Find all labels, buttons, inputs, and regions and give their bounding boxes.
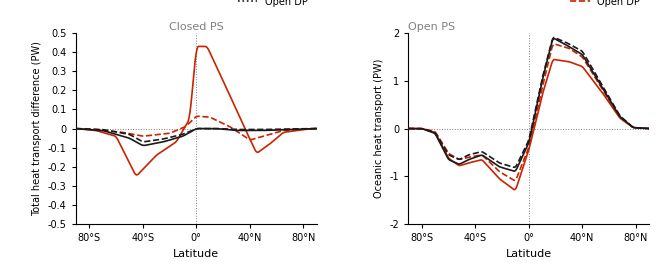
Text: Open PS: Open PS [408,22,455,32]
Y-axis label: Oceanic heat transport (PW): Oceanic heat transport (PW) [374,59,384,198]
Legend: Closed DP, Open DP: Closed DP, Open DP [570,0,646,7]
X-axis label: Latitude: Latitude [173,249,219,259]
X-axis label: Latitude: Latitude [505,249,552,259]
Title: Closed PS: Closed PS [169,22,223,32]
Y-axis label: Total heat transport difference (PW): Total heat transport difference (PW) [32,41,42,216]
Legend: Closed DP, Open DP: Closed DP, Open DP [238,0,314,7]
